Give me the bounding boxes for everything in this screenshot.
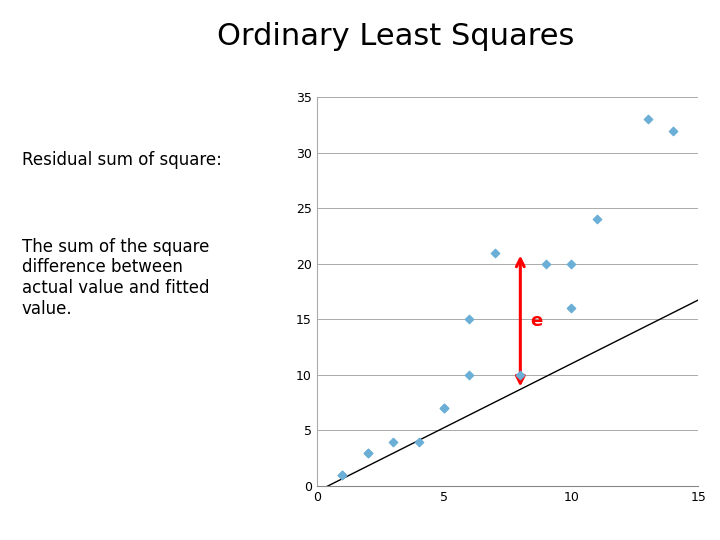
Point: [565, 260, 577, 268]
Point: [336, 470, 348, 479]
Point: [515, 370, 526, 379]
Text: The sum of the square
difference between
actual value and fitted
value.: The sum of the square difference between…: [22, 238, 209, 318]
Point: [540, 260, 552, 268]
Point: [362, 448, 374, 457]
Text: Ordinary Least Squares: Ordinary Least Squares: [217, 22, 575, 51]
Point: [591, 215, 603, 224]
Text: Residual sum of square:: Residual sum of square:: [22, 151, 222, 169]
Point: [565, 304, 577, 313]
Point: [489, 248, 500, 257]
Point: [362, 448, 374, 457]
Point: [642, 115, 653, 124]
Point: [667, 126, 679, 135]
Point: [464, 315, 475, 323]
Point: [387, 437, 399, 446]
Point: [438, 404, 450, 413]
Point: [438, 404, 450, 413]
Point: [464, 370, 475, 379]
Point: [336, 470, 348, 479]
Text: e: e: [531, 312, 543, 330]
Point: [413, 437, 424, 446]
